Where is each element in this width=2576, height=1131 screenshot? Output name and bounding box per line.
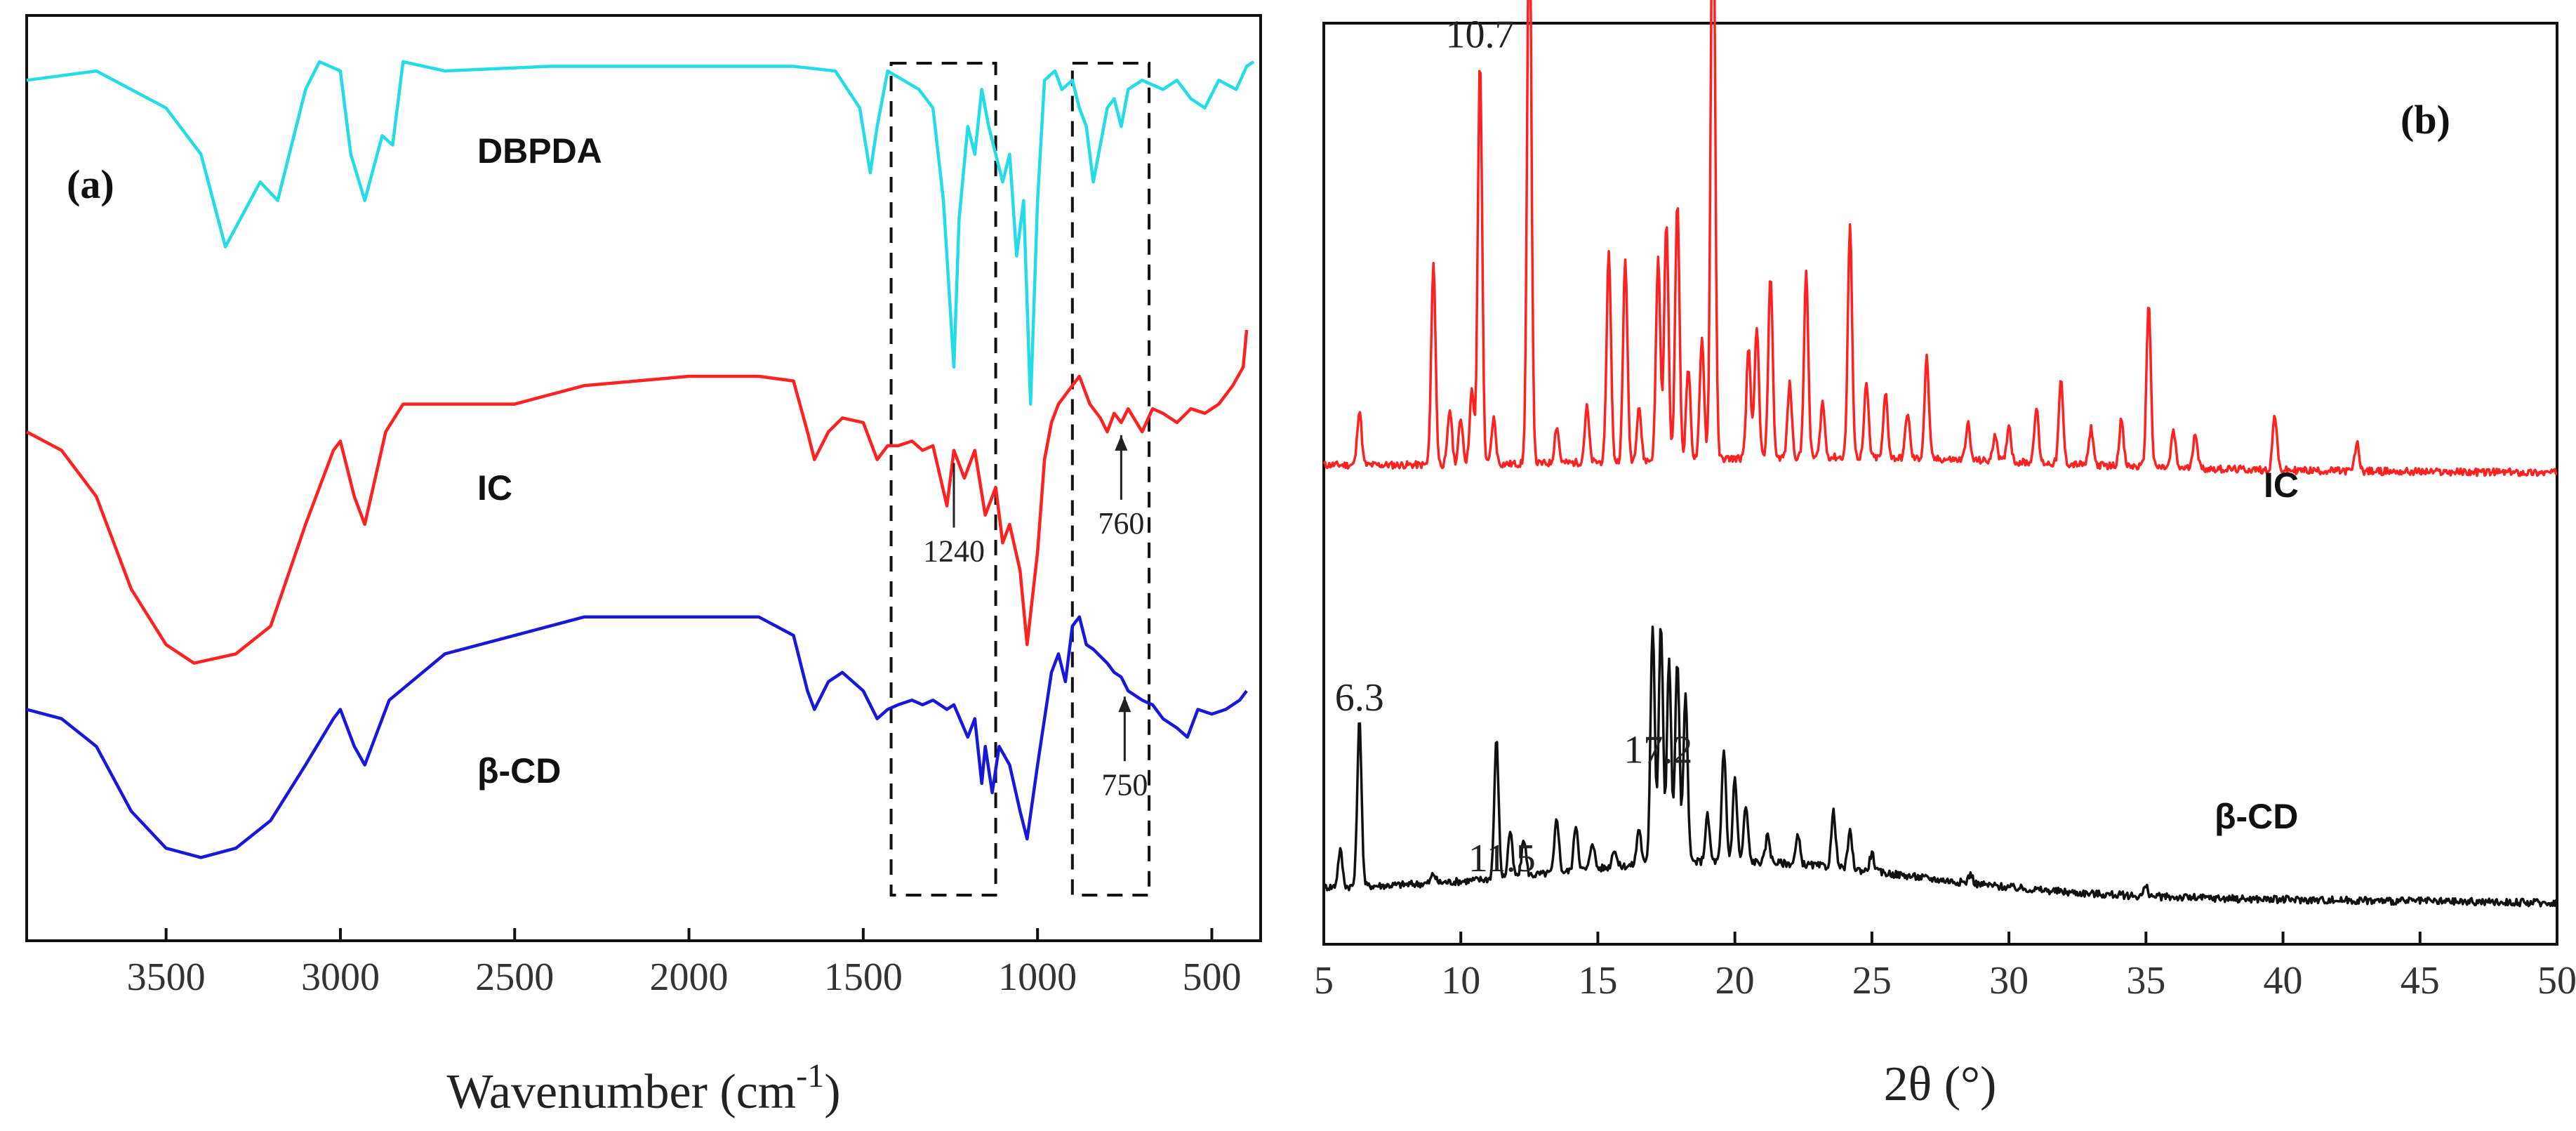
panel-a-annotations: 1240 760 750 <box>923 435 1148 802</box>
annotation-label-0: 1240 <box>923 534 985 568</box>
panel-b-annotations: 10.712.519.26.311.517.2 <box>1335 13 1693 880</box>
x-tick-label: 1500 <box>824 955 903 999</box>
series-label-dbpda: DBPDA <box>477 131 602 171</box>
x-tick-label: 3500 <box>127 955 206 999</box>
xrd-series-1 <box>1322 625 2558 908</box>
series-label-bcd-xrd: β-CD <box>2215 797 2298 836</box>
series-label-ic-xrd: IC <box>2264 465 2299 505</box>
x-tick-label: 35 <box>2126 959 2165 1003</box>
panel-b-label: (b) <box>2401 97 2450 143</box>
peak-label-1-2: 17.2 <box>1624 728 1692 772</box>
panel-b-x-ticks: 5 10 15 20 25 30 35 40 45 50 <box>1314 932 2576 1003</box>
x-title-superscript: -1 <box>796 1057 824 1094</box>
x-tick-label: 500 <box>1182 955 1241 999</box>
panel-a-dashed-regions <box>889 62 1151 897</box>
x-title-main: Wavenumber (cm <box>446 1065 796 1119</box>
panel-b-x-axis-title: 2θ (°) <box>1884 1057 1997 1111</box>
x-tick-label: 15 <box>1578 959 1617 1003</box>
panel-a-plot <box>25 60 1255 859</box>
panel-b-plot <box>1322 0 2558 908</box>
x-tick-label: 45 <box>2401 959 2440 1003</box>
series-label-bcd: β-CD <box>477 751 561 791</box>
x-tick-label: 50 <box>2537 959 2576 1003</box>
annotation-arrowhead-1 <box>1115 435 1128 451</box>
x-tick-label: 25 <box>1852 959 1892 1003</box>
panel-a-frame <box>25 14 1262 942</box>
dashed-region-0 <box>889 62 997 897</box>
ftir-series-2 <box>26 615 1248 859</box>
x-tick-label: 3000 <box>301 955 380 999</box>
annotation-arrowhead-2 <box>1118 696 1131 713</box>
annotation-label-1: 760 <box>1098 506 1144 541</box>
x-tick-label: 1000 <box>998 955 1077 999</box>
peak-label-1-0: 6.3 <box>1335 676 1384 720</box>
annotation-label-2: 750 <box>1101 767 1148 802</box>
x-tick-label: 40 <box>2264 959 2303 1003</box>
ftir-series-1 <box>25 329 1249 665</box>
peak-label-0-0: 10.7 <box>1446 13 1515 56</box>
x-tick-label: 10 <box>1441 959 1480 1003</box>
peak-label-1-1: 11.5 <box>1468 837 1536 880</box>
x-tick-label: 5 <box>1314 959 1334 1003</box>
panel-a-x-ticks: 3500 3000 2500 2000 1500 1000 500 <box>127 928 1241 999</box>
panel-a-label: (a) <box>67 161 114 207</box>
panel-b-frame <box>1322 22 2558 946</box>
panel-a-x-axis-title: Wavenumber (cm-1) <box>446 1057 840 1119</box>
xrd-series-0 <box>1322 0 2558 477</box>
dashed-region-1 <box>1070 62 1151 897</box>
ftir-series-0 <box>26 60 1255 406</box>
x-tick-label: 30 <box>1989 959 2029 1003</box>
x-title-close: ) <box>824 1065 840 1119</box>
x-tick-label: 2000 <box>650 955 729 999</box>
x-tick-label: 2500 <box>475 955 554 999</box>
x-tick-label: 20 <box>1715 959 1755 1003</box>
series-label-ic: IC <box>477 468 512 508</box>
